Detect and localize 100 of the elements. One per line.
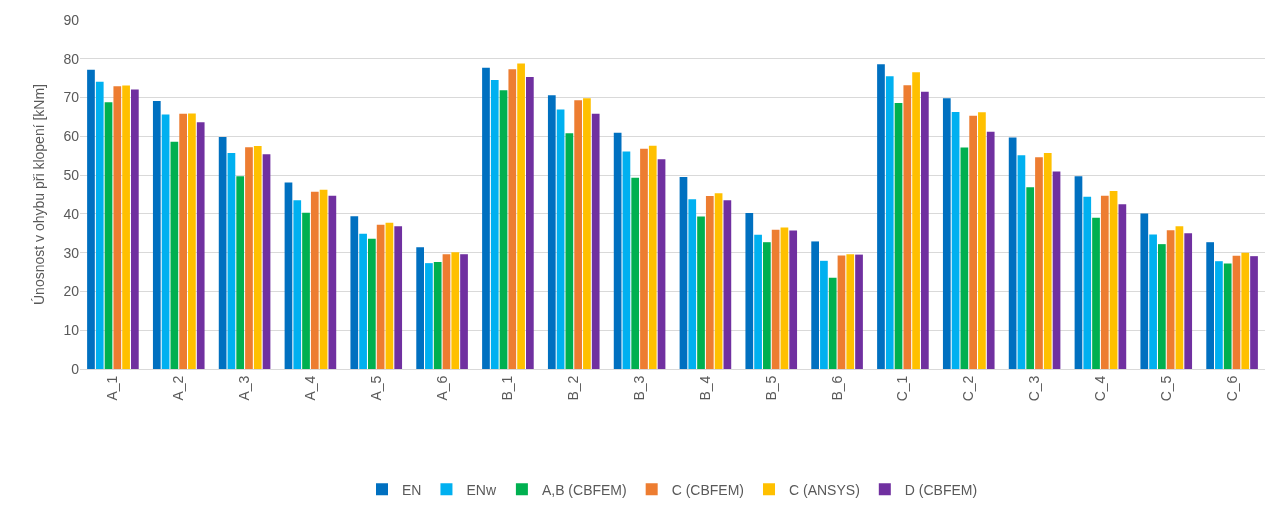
bar (161, 114, 170, 369)
bar (969, 115, 977, 369)
bar (780, 227, 789, 369)
bar (705, 196, 714, 369)
bar (482, 67, 490, 369)
legend-label: D (CBFEM) (904, 481, 978, 498)
bar (763, 242, 771, 369)
bar (508, 69, 517, 369)
bar (591, 113, 600, 369)
bar (87, 69, 95, 369)
bar (754, 234, 762, 369)
bar (1109, 191, 1118, 369)
bar (433, 261, 442, 369)
bar (723, 200, 732, 369)
legend-label: A,B (CBFEM) (541, 481, 627, 498)
bar (122, 85, 130, 369)
bar (451, 252, 460, 369)
y-tick-label: 20 (63, 283, 80, 300)
x-tick-label: A_4 (301, 375, 318, 401)
bar (1026, 187, 1035, 369)
bar (1206, 242, 1214, 369)
y-tick-label: 60 (63, 128, 80, 145)
bar (113, 86, 122, 369)
bar (310, 191, 319, 369)
legend-label: C (CBFEM) (671, 481, 745, 498)
bar (1092, 217, 1100, 369)
y-tick-label: 50 (63, 167, 80, 184)
x-tick-label: C_1 (894, 375, 911, 402)
bar (490, 80, 499, 369)
bar (526, 77, 534, 369)
bar (846, 254, 855, 369)
bar (328, 195, 337, 369)
bar (104, 102, 113, 369)
bar (978, 112, 986, 369)
bar (302, 212, 310, 369)
bar (170, 141, 179, 369)
bar (771, 229, 780, 369)
bar (1241, 252, 1250, 369)
y-tick-label: 40 (63, 205, 80, 222)
x-tick-label: C_2 (960, 375, 977, 402)
bar (1035, 157, 1043, 369)
y-tick-label: 10 (63, 322, 80, 339)
x-tick-label: A_6 (433, 375, 450, 401)
bar (196, 122, 205, 369)
bar (385, 222, 394, 369)
x-tick-label: C_3 (1026, 375, 1043, 402)
bar (319, 189, 328, 369)
bar (1008, 137, 1017, 369)
bar (1083, 196, 1092, 369)
bar (986, 131, 995, 369)
bar (688, 199, 697, 369)
bar (227, 153, 236, 369)
bar (837, 255, 846, 369)
bar (236, 176, 245, 369)
bar (745, 213, 754, 369)
bar (877, 64, 885, 369)
bar (714, 193, 723, 369)
bar (368, 238, 376, 369)
bar (811, 241, 819, 369)
bar (293, 200, 302, 369)
bar (460, 254, 468, 369)
bar (350, 216, 359, 369)
legend-label: C (ANSYS) (789, 481, 860, 498)
bar (179, 113, 187, 369)
bar (1043, 153, 1052, 369)
bar (547, 95, 556, 369)
x-tick-label: A_2 (170, 375, 187, 401)
y-axis-title: Únosnost v ohybu při klopení [kNm] (31, 84, 48, 305)
bar (517, 63, 525, 369)
bar (1140, 213, 1149, 369)
bar (262, 154, 271, 369)
bar (855, 254, 863, 369)
bar (1017, 155, 1026, 369)
x-tick-label: B_2 (565, 375, 582, 401)
bar (556, 109, 565, 369)
x-tick-label: B_5 (762, 375, 779, 401)
bar (912, 72, 920, 369)
bar (631, 177, 640, 369)
bar (697, 216, 705, 369)
bar (648, 145, 657, 369)
bar (828, 277, 837, 369)
bar (95, 81, 104, 369)
legend-label: ENw (466, 481, 497, 498)
bar (1052, 171, 1061, 369)
x-tick-label: C_4 (1091, 375, 1108, 402)
y-tick-label: 0 (71, 360, 80, 377)
x-tick-label: B_1 (499, 375, 516, 401)
bar (613, 132, 622, 369)
bar (1175, 226, 1184, 369)
bar (1166, 230, 1175, 369)
bar (425, 263, 433, 369)
bar (885, 76, 894, 369)
bar (894, 102, 903, 369)
bar (284, 182, 293, 369)
bar (188, 113, 196, 369)
y-tick-label: 90 (63, 11, 80, 28)
bar (921, 91, 929, 369)
y-tick-label: 30 (63, 244, 80, 261)
bar (1149, 234, 1157, 369)
bar (1074, 176, 1083, 369)
